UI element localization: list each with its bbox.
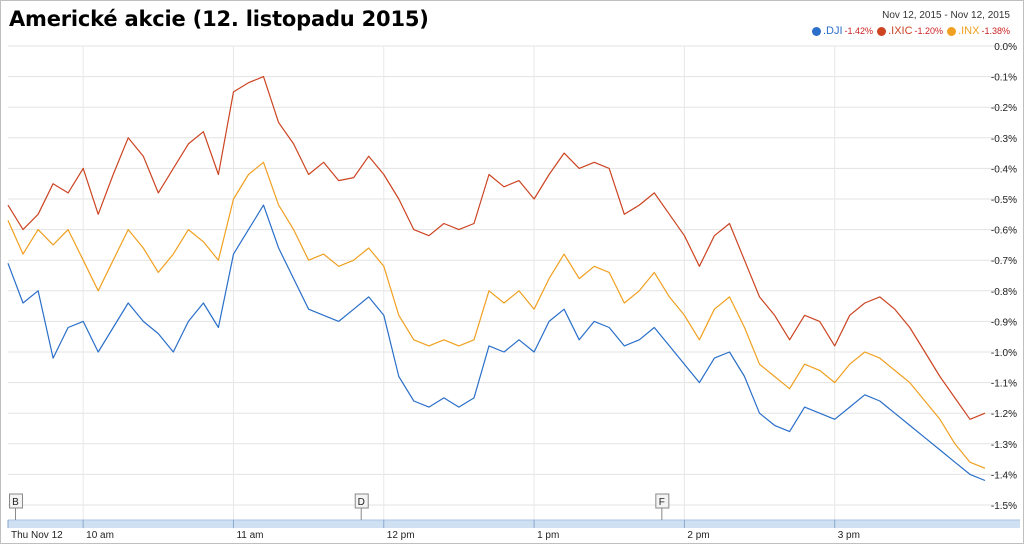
legend-change: -1.42% xyxy=(844,26,874,36)
legend-dot-icon xyxy=(811,26,821,36)
y-axis: 0.0% -0.1% -0.2% -0.3% -0.4% -0.5% -0.6% -0.7% -… xyxy=(991,42,1017,512)
y-tick-label: -1.0% xyxy=(991,348,1017,359)
y-tick-label: -1.2% xyxy=(991,409,1017,420)
x-tick-label: Thu Nov 12 xyxy=(11,530,63,541)
legend-symbol: .IXIC xyxy=(888,25,913,37)
event-marker-label: F xyxy=(659,497,665,508)
legend-item-dji[interactable]: .DJI -1.42% xyxy=(811,25,874,37)
x-tick-label: 3 pm xyxy=(838,530,860,541)
event-marker-f[interactable]: F xyxy=(655,493,670,520)
y-tick-label: -0.9% xyxy=(991,317,1017,328)
x-tick-label: 2 pm xyxy=(687,530,709,541)
x-tick-label: 12 pm xyxy=(387,530,415,541)
event-marker-label: D xyxy=(358,497,365,508)
legend-change: -1.38% xyxy=(981,26,1010,36)
y-tick-label: -1.4% xyxy=(991,470,1017,481)
legend-change: -1.20% xyxy=(914,26,944,36)
y-tick-label: -0.8% xyxy=(991,287,1017,298)
legend-item-inx[interactable]: .INX -1.38% xyxy=(947,25,1010,37)
event-marker-b[interactable]: B xyxy=(9,493,24,520)
legend-item-ixic[interactable]: .IXIC -1.20% xyxy=(877,25,943,37)
legend: .DJI -1.42% .IXIC -1.20% .INX -1.38% xyxy=(811,25,1010,37)
legend-symbol: .DJI xyxy=(822,25,843,37)
y-tick-label: -1.3% xyxy=(991,440,1017,451)
x-tick-label: 1 pm xyxy=(537,530,559,541)
event-marker-d[interactable]: D xyxy=(354,493,369,520)
series-line-ixic[interactable] xyxy=(7,75,986,420)
series-layer xyxy=(7,75,986,482)
legend-dot-icon xyxy=(947,26,957,36)
date-range: Nov 12, 2015 - Nov 12, 2015 xyxy=(882,10,1010,21)
y-tick-label: -0.6% xyxy=(991,226,1017,237)
x-tick-label: 11 am xyxy=(236,530,263,541)
time-axis-bar xyxy=(8,520,1020,528)
y-tick-label: -1.1% xyxy=(991,379,1017,390)
y-tick-label: 0.0% xyxy=(994,42,1017,53)
series-line-inx[interactable] xyxy=(7,161,986,469)
y-tick-label: -1.5% xyxy=(991,501,1017,512)
y-tick-label: -0.3% xyxy=(991,134,1017,145)
x-axis: Thu Nov 12 10 am 11 am 12 pm 1 pm 2 pm 3 pm xyxy=(7,519,1020,541)
series-line-dji[interactable] xyxy=(7,204,986,482)
grid xyxy=(8,45,1017,525)
y-tick-label: -0.1% xyxy=(991,73,1017,84)
y-tick-label: -0.7% xyxy=(991,256,1017,267)
y-tick-label: -0.5% xyxy=(991,195,1017,206)
legend-dot-icon xyxy=(877,26,887,36)
y-tick-label: -0.4% xyxy=(991,164,1017,175)
event-marker-label: B xyxy=(12,497,19,508)
legend-symbol: .INX xyxy=(958,25,980,37)
x-tick-label: 10 am xyxy=(86,530,114,541)
chart-title: Americké akcie (12. listopadu 2015) xyxy=(9,7,429,31)
y-tick-label: -0.2% xyxy=(991,103,1017,114)
